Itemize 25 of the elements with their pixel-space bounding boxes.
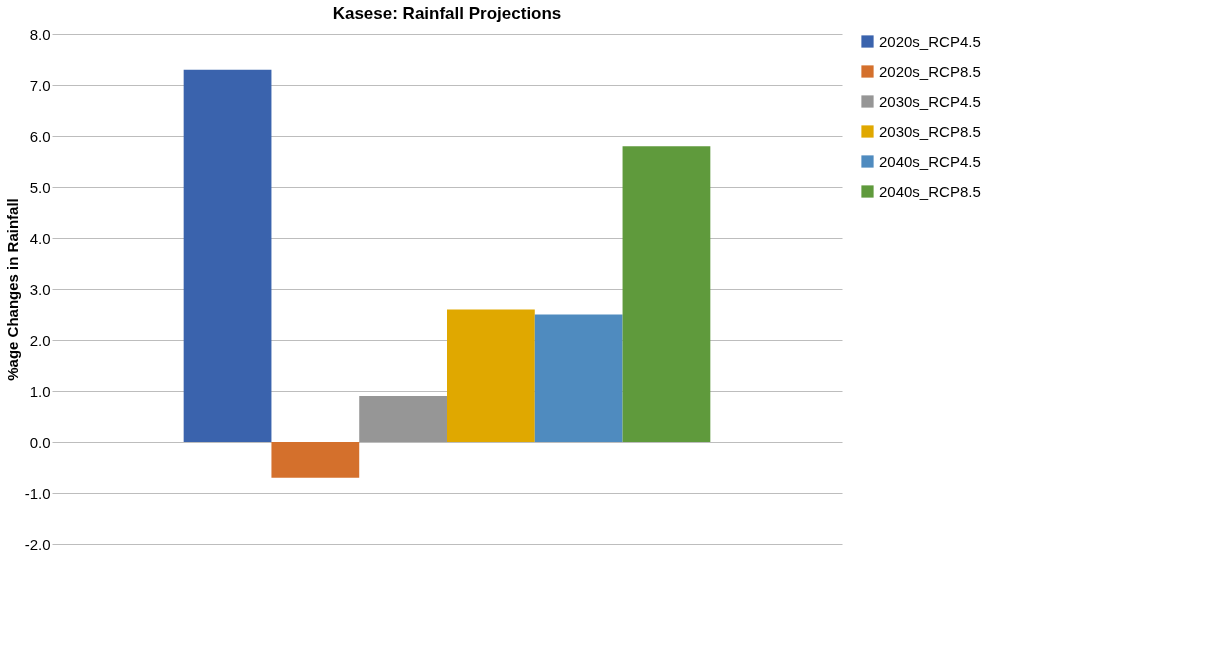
bar [359, 396, 447, 442]
y-axis-title: %age Changes in Rainfall [3, 198, 21, 381]
bar [183, 69, 272, 442]
bar [534, 314, 623, 442]
legend-label: 2030s_RCP8.5 [879, 122, 981, 140]
y-tick-label: 7.0 [29, 76, 51, 94]
bar [622, 146, 711, 442]
legend-label: 2020s_RCP8.5 [879, 62, 981, 80]
y-tick-label: 2.0 [29, 331, 51, 349]
legend-label: 2040s_RCP8.5 [879, 182, 981, 200]
y-tick-label: 6.0 [29, 127, 51, 145]
y-tick-label: 1.0 [29, 382, 51, 400]
chart-title: Kasese: Rainfall Projections [332, 4, 562, 23]
bar [447, 309, 535, 442]
legend-label: 2030s_RCP4.5 [879, 92, 981, 110]
y-tick-label: -1.0 [24, 484, 51, 502]
y-tick-label: 8.0 [29, 25, 51, 43]
bar [271, 442, 360, 478]
legend-label: 2040s_RCP4.5 [879, 152, 981, 170]
legend-label: 2020s_RCP4.5 [879, 32, 981, 50]
y-tick-label: 3.0 [29, 280, 51, 298]
y-tick-label: 5.0 [29, 178, 51, 196]
y-tick-label: -2.0 [24, 535, 51, 553]
y-tick-label: 4.0 [29, 229, 51, 247]
y-tick-label: 0.0 [29, 433, 51, 451]
